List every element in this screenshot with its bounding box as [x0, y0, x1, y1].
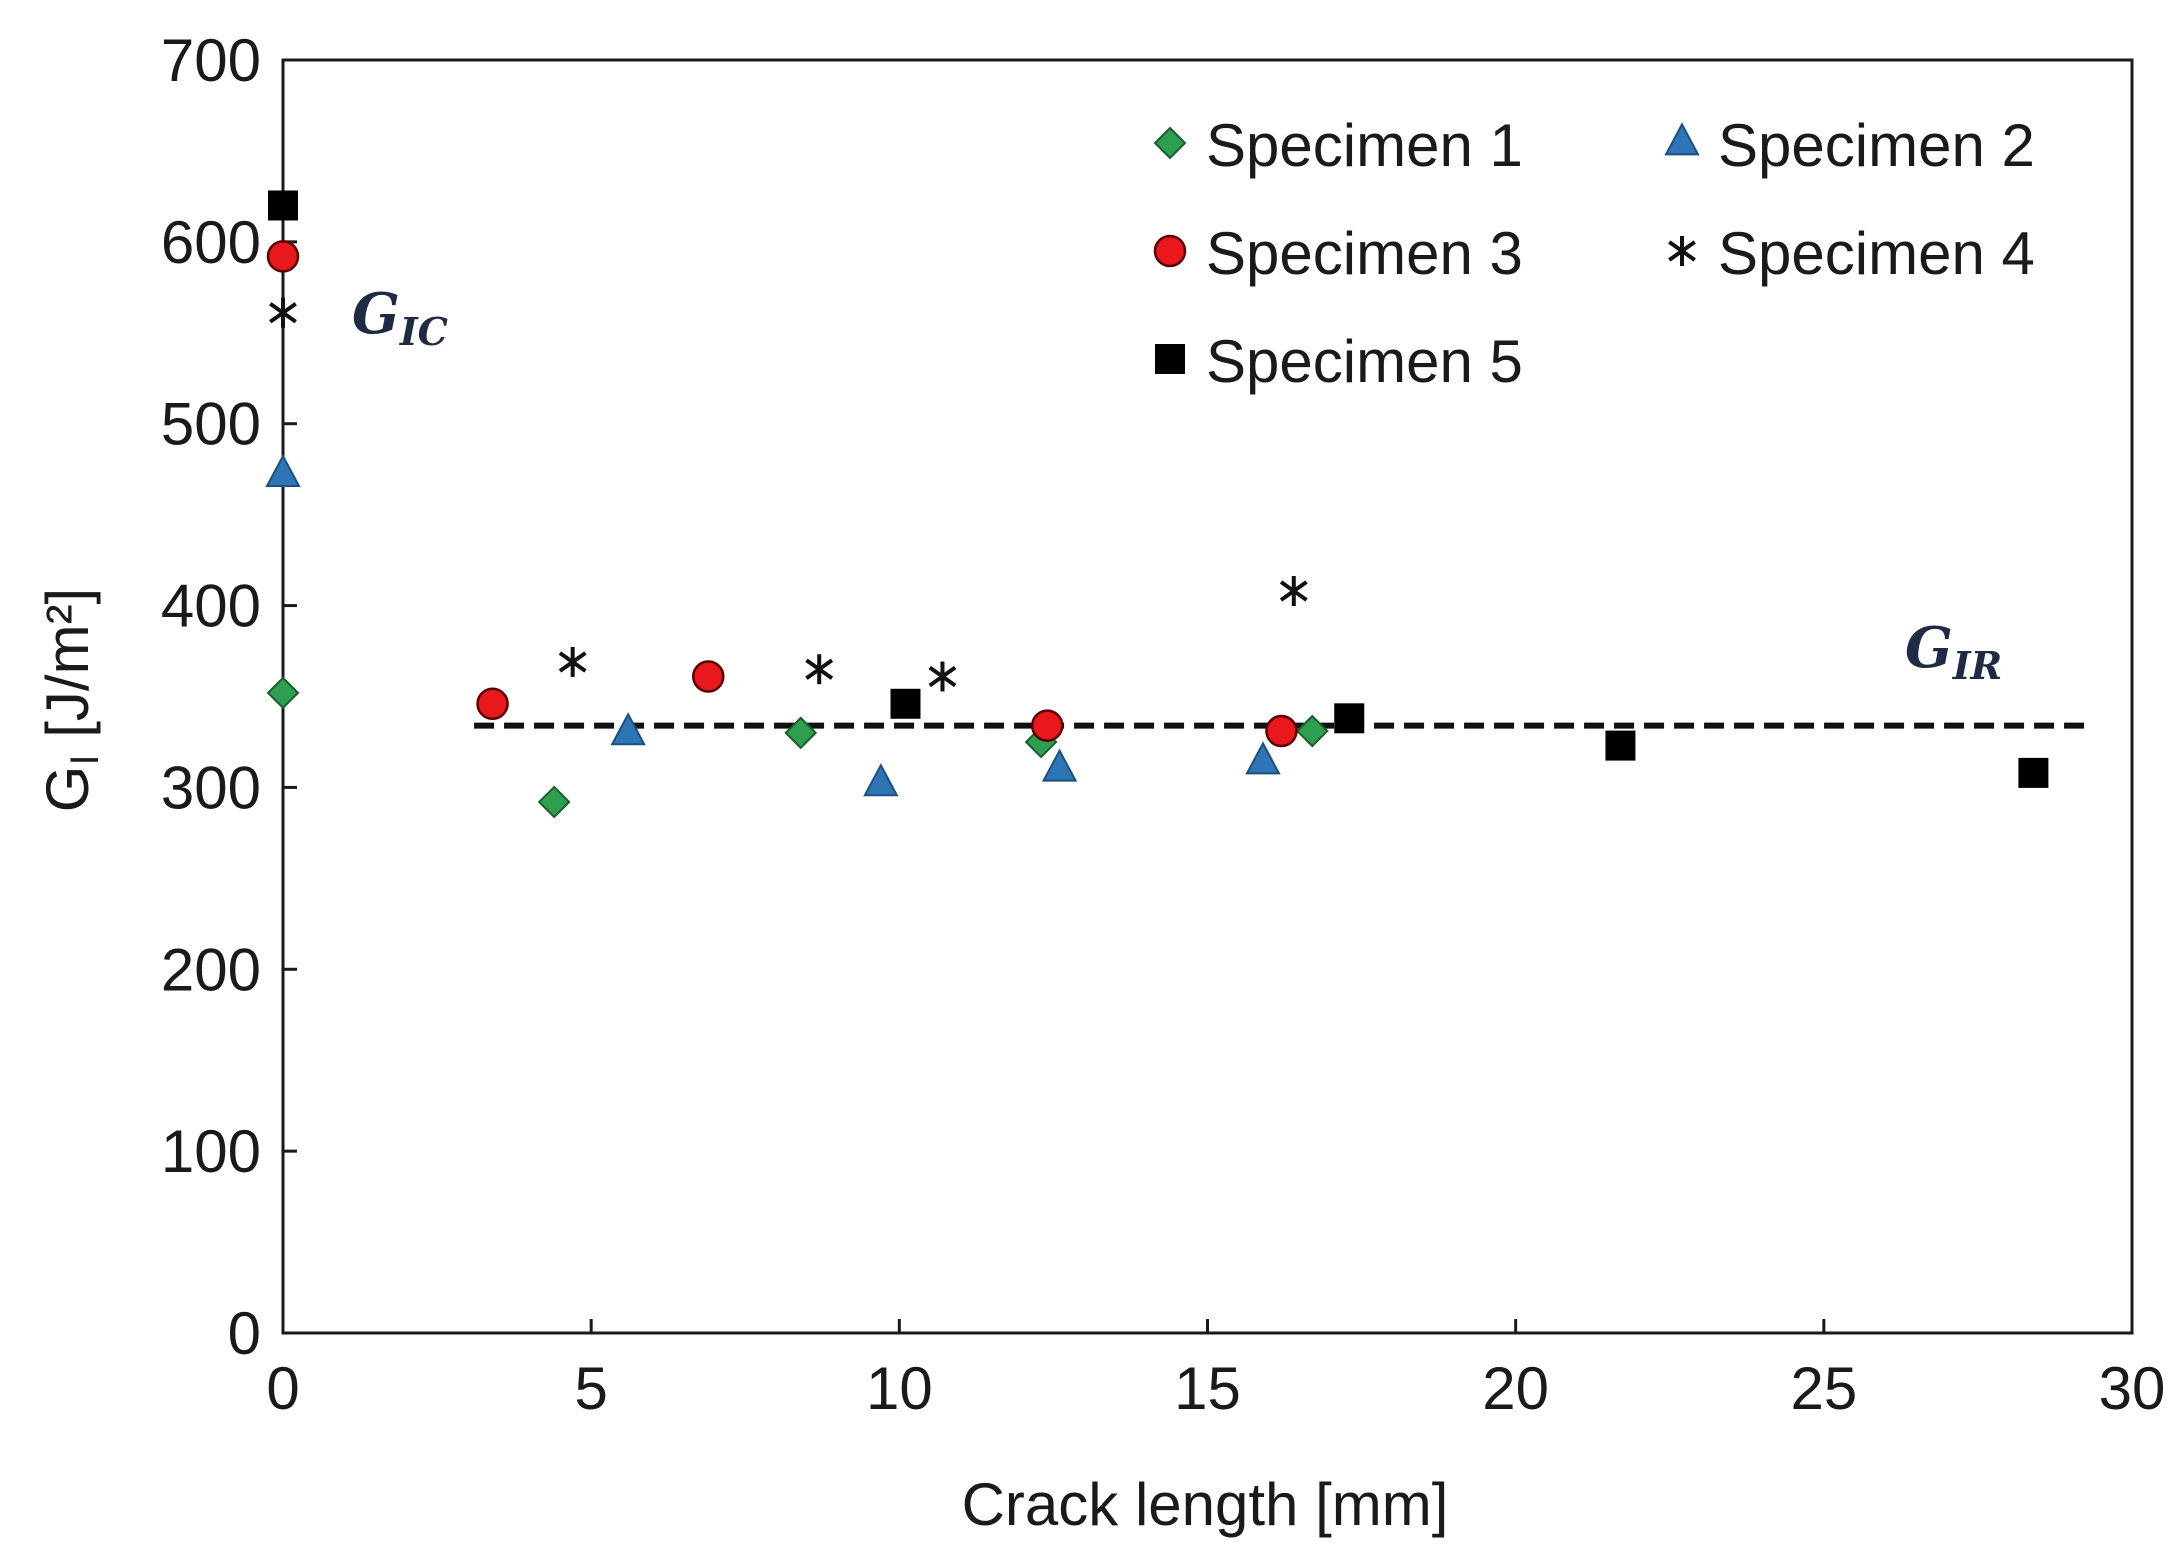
- annotation-gic: GIC: [352, 281, 448, 354]
- x-tick-label: 25: [1790, 1355, 1857, 1422]
- legend-marker-triangle: [1664, 122, 1700, 156]
- y-axis-title-main: G: [34, 766, 101, 813]
- data-point-specimen-1: [266, 676, 300, 710]
- x-tick-label: 5: [574, 1355, 607, 1422]
- data-point-specimen-4: [928, 661, 957, 692]
- legend-label: Specimen 4: [1718, 220, 2035, 287]
- legend: Specimen 1 Specimen 2 Specimen 3 Specimen 4…: [1153, 112, 2035, 395]
- data-point-specimen-5: [890, 688, 921, 719]
- x-tick-label: 10: [866, 1355, 933, 1422]
- data-point-specimen-3: [266, 240, 300, 273]
- data-point-specimen-5: [1605, 730, 1636, 761]
- x-axis-title: Crack length [mm]: [962, 1471, 1449, 1538]
- data-point-specimen-1: [537, 785, 571, 819]
- x-tick-label: 15: [1174, 1355, 1241, 1422]
- y-tick-label: 100: [161, 1118, 261, 1185]
- legend-item-specimen-4: Specimen 4: [1668, 220, 2035, 287]
- y-tick-label: 700: [161, 27, 261, 94]
- legend-label: Specimen 5: [1206, 328, 1523, 395]
- data-point-specimen-5: [268, 190, 298, 221]
- annotation-gir: GIR: [1905, 615, 2002, 688]
- data-point-specimen-5: [2018, 757, 2049, 788]
- y-tick-label: 400: [161, 573, 261, 640]
- y-tick-label: 600: [161, 209, 261, 276]
- data-point-specimen-4: [1279, 576, 1308, 607]
- y-axis-title: GI [J/m²]: [34, 588, 107, 812]
- legend-marker-circle: [1153, 234, 1187, 268]
- y-tick-label: 0: [228, 1300, 261, 1367]
- y-axis-title-unit: [J/m²]: [34, 588, 101, 755]
- data-point-specimen-4: [805, 654, 834, 685]
- data-point-specimen-1: [1295, 714, 1329, 748]
- legend-item-specimen-3: Specimen 3: [1153, 220, 1523, 287]
- data-point-specimen-2: [265, 453, 301, 488]
- data-point-specimen-3: [1265, 714, 1298, 748]
- x-tick-label: 0: [266, 1355, 299, 1422]
- data-point-specimen-2: [863, 763, 899, 797]
- data-point-specimen-1: [784, 716, 818, 750]
- legend-item-specimen-2: Specimen 2: [1664, 112, 2035, 179]
- data-point-specimen-5: [1334, 703, 1365, 734]
- x-tick-label: 30: [2099, 1355, 2166, 1422]
- legend-label: Specimen 3: [1206, 220, 1523, 287]
- legend-label: Specimen 1: [1206, 112, 1523, 179]
- legend-item-specimen-1: Specimen 1: [1153, 112, 1523, 179]
- y-tick-label: 200: [161, 936, 261, 1003]
- data-point-specimen-3: [476, 687, 509, 721]
- data-point-specimen-4: [558, 646, 587, 677]
- data-point-specimen-2: [610, 712, 646, 746]
- data-point-specimen-2: [1041, 748, 1078, 782]
- legend-marker-diamond: [1153, 126, 1187, 160]
- y-tick-label: 300: [161, 754, 261, 821]
- x-tick-label: 20: [1482, 1355, 1549, 1422]
- data-point-specimen-4: [269, 297, 297, 328]
- legend-label: Specimen 2: [1718, 112, 2035, 179]
- data-point-specimen-3: [692, 660, 725, 693]
- legend-marker-square: [1155, 344, 1185, 374]
- legend-item-specimen-5: Specimen 5: [1155, 328, 1523, 395]
- legend-marker-asterisk: [1668, 236, 1696, 266]
- data-point-specimen-2: [1245, 741, 1281, 775]
- y-tick-label: 500: [161, 391, 261, 458]
- data-points: [265, 190, 2049, 819]
- data-point-specimen-3: [1031, 709, 1064, 742]
- y-axis-title-sub: I: [63, 754, 107, 765]
